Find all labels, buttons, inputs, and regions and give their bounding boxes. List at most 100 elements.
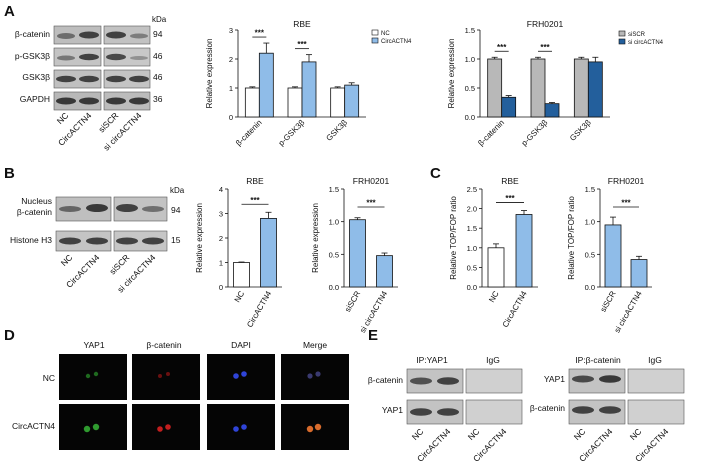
- chart-c-frh0201: FRH0201 0.0 0.5 1.0 1.5 Relative TOP/FOP rati…: [567, 176, 652, 334]
- coip-row-label: YAP1: [382, 405, 403, 415]
- y-tick-label: 3: [229, 26, 233, 35]
- significance-label: ***: [497, 43, 507, 52]
- panel-e-right: IP:β-catenin IgG YAP1 β-catenin NC CircA…: [530, 355, 685, 464]
- y-tick-label: 0.5: [329, 250, 339, 259]
- panel-letter-b: B: [4, 165, 15, 182]
- y-tick-label: 2.0: [467, 205, 477, 214]
- bar: [630, 259, 648, 288]
- y-tick-label: 2: [229, 55, 233, 64]
- y-tick-label: 0.0: [585, 283, 595, 292]
- chart-a-rbe: RBE 0 1 2 3 Relative expression *** β-catenin **…: [205, 19, 412, 148]
- blot-b-row-label: β-catenin: [17, 207, 52, 217]
- significance-label: ***: [505, 194, 515, 203]
- blot-b-lane: siSCR: [107, 252, 131, 276]
- panel-d-if: YAP1 β-catenin DAPI Merge NC CircACTN4: [12, 340, 349, 450]
- panel-letter-e: E: [368, 327, 378, 344]
- y-tick-label: 1: [219, 259, 223, 268]
- if-row-label: NC: [43, 373, 55, 383]
- coip-igg-label: IgG: [486, 355, 500, 365]
- y-tick-label: 4: [219, 185, 223, 194]
- legend-label: si circACTN4: [628, 40, 664, 46]
- bar: [487, 58, 503, 118]
- x-tick-label: NC: [233, 289, 247, 304]
- x-tick-label: p-GSK3β: [277, 118, 307, 148]
- x-tick-label: siSCR: [343, 289, 362, 313]
- bar: [258, 52, 274, 118]
- x-tick-label: p-GSK3β: [520, 118, 550, 148]
- x-tick-label: β-catenin: [234, 118, 264, 148]
- panel-letter-d: D: [4, 327, 15, 344]
- y-tick-label: 1.5: [465, 26, 475, 35]
- legend-swatch: [371, 29, 379, 36]
- bar: [301, 61, 317, 118]
- y-tick-label: 0.0: [329, 283, 339, 292]
- coip-row-label: β-catenin: [368, 375, 403, 385]
- bar: [330, 87, 346, 118]
- chart-c-rbe: RBE 0.0 0.5 1.0 1.5 2.0 2.5 Relative TOP/FOP ra…: [449, 176, 538, 329]
- significance-label: ***: [297, 40, 307, 49]
- y-tick-label: 1.0: [329, 218, 339, 227]
- bar: [260, 217, 277, 288]
- blot-a-unit: kDa: [152, 15, 167, 24]
- blot-a-lane: NC: [55, 110, 71, 126]
- blot-a-kda: 94: [153, 29, 163, 39]
- y-tick-label: 1.5: [585, 185, 595, 194]
- bar: [515, 214, 533, 288]
- y-tick-label: 1.0: [465, 55, 475, 64]
- coip-row-label: YAP1: [544, 374, 565, 384]
- chart-title: RBE: [501, 176, 519, 186]
- blot-a-row-label: GSK3β: [22, 72, 50, 82]
- blot-b-row-label: Histone H3: [10, 235, 52, 245]
- bar: [244, 87, 260, 118]
- charts-layer: RBE 0 1 2 3 Relative expression *** β-catenin **…: [195, 19, 664, 334]
- y-tick-label: 0.5: [465, 84, 475, 93]
- y-tick-label: 1: [229, 84, 233, 93]
- coip-ip-label: IP:β-catenin: [575, 355, 621, 365]
- y-axis-label: Relative TOP/FOP ratio: [449, 196, 458, 280]
- if-column-label: YAP1: [83, 340, 104, 350]
- bar: [287, 87, 303, 118]
- y-tick-label: 1.5: [329, 185, 339, 194]
- y-axis-label: Relative TOP/FOP ratio: [567, 196, 576, 280]
- if-column-label: DAPI: [231, 340, 251, 350]
- bar: [349, 219, 366, 288]
- bar: [530, 58, 546, 118]
- y-axis-label: Relative expression: [311, 203, 320, 273]
- y-axis-label: Relative expression: [447, 39, 456, 109]
- bar: [487, 247, 505, 288]
- x-tick-label: CircACTN4: [245, 289, 273, 329]
- blot-a-strips: [53, 25, 151, 111]
- legend-label: CircACTN4: [381, 39, 412, 45]
- y-tick-label: 2: [219, 234, 223, 243]
- blot-b-kda: 94: [171, 205, 181, 215]
- bar: [233, 262, 250, 288]
- significance-label: ***: [250, 196, 260, 205]
- legend-label: NC: [381, 31, 390, 37]
- blot-b-bands: [59, 204, 164, 245]
- panel-b-blot: kDa Nucleus β-catenin Histone H3 94 15 N…: [10, 186, 185, 294]
- x-tick-label: β-catenin: [476, 118, 506, 148]
- if-column-label: Merge: [303, 340, 327, 350]
- chart-a-frh0201: FRH0201 0.0 0.5 1.0 1.5 Relative expression **…: [447, 19, 664, 148]
- coip-lane: NC: [410, 426, 426, 442]
- if-column-label: β-catenin: [146, 340, 181, 350]
- blot-a-bands: [56, 31, 149, 105]
- x-tick-label: CircACTN4: [501, 289, 529, 329]
- chart-title: FRH0201: [353, 176, 390, 186]
- y-tick-label: 0: [219, 283, 223, 292]
- y-tick-label: 0.0: [465, 113, 475, 122]
- y-tick-label: 1.0: [467, 244, 477, 253]
- blot-b-unit: kDa: [170, 186, 185, 195]
- significance-label: ***: [540, 43, 550, 52]
- significance-label: ***: [366, 199, 376, 208]
- blot-b-kda: 15: [171, 235, 181, 245]
- bar: [501, 96, 517, 118]
- if-image-tiles: [59, 354, 349, 450]
- x-tick-label: siSCR: [599, 289, 618, 313]
- y-tick-label: 0.5: [467, 263, 477, 272]
- if-signals: [83, 371, 322, 433]
- bar: [587, 61, 603, 118]
- chart-b-frh0201: FRH0201 0.0 0.5 1.0 1.5 Relative expression si…: [311, 176, 398, 334]
- legend-swatch: [618, 38, 626, 45]
